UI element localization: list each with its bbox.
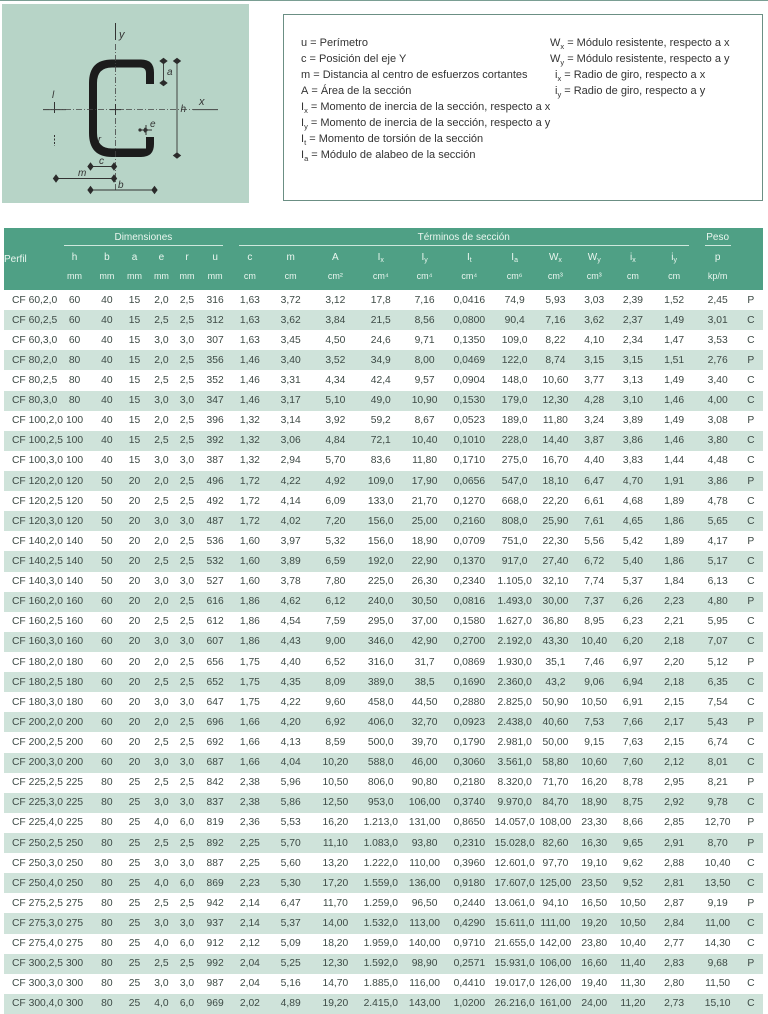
svg-text:a: a (167, 67, 173, 78)
svg-text:c: c (99, 156, 104, 167)
svg-text:h: h (181, 104, 187, 115)
svg-text:e: e (150, 119, 156, 130)
svg-text:m: m (78, 168, 86, 179)
svg-text:b: b (118, 180, 124, 191)
svg-text:l: l (52, 90, 55, 101)
svg-text:r: r (98, 134, 102, 145)
svg-text:x: x (198, 96, 205, 108)
svg-text:y: y (118, 29, 126, 41)
